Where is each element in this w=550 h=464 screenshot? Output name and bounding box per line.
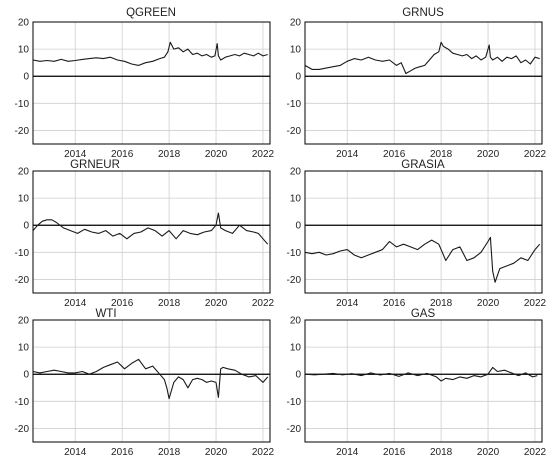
y-tick-label: -20 xyxy=(287,275,302,286)
panel-title-grasia: GRASIA xyxy=(401,159,445,171)
x-tick-label: 2016 xyxy=(111,298,134,309)
x-tick-label: 2014 xyxy=(64,149,87,160)
series-line xyxy=(32,212,269,245)
series-line xyxy=(304,236,541,283)
y-tick-label: 0 xyxy=(295,370,301,381)
x-tick-label: 2016 xyxy=(111,149,134,160)
y-tick-label: -10 xyxy=(287,397,302,408)
x-tick-label: 2020 xyxy=(477,298,500,309)
x-tick-label: 2022 xyxy=(252,298,275,309)
series-line xyxy=(304,41,540,75)
y-tick-label: 10 xyxy=(290,45,302,56)
y-tick-label: 10 xyxy=(290,194,302,205)
x-tick-label: 2014 xyxy=(336,149,359,160)
x-tick-label: 2022 xyxy=(252,447,275,458)
y-tick-label: 20 xyxy=(18,18,30,29)
x-tick-label: 2022 xyxy=(524,447,547,458)
panel-wti: WTI 20 10 0 -10 -20 2014 2016 2018 2020 2022 xyxy=(15,308,275,458)
plot-frame xyxy=(304,21,543,145)
y-tick-label: -20 xyxy=(15,126,30,137)
x-tick-label: 2020 xyxy=(477,447,500,458)
panel-title-qgreen: QGREEN xyxy=(126,7,176,19)
x-tick-label: 2014 xyxy=(336,298,359,309)
x-tick-label: 2018 xyxy=(430,447,453,458)
x-tick-label: 2016 xyxy=(111,447,134,458)
x-tick-label: 2016 xyxy=(383,447,406,458)
plot-frame xyxy=(32,319,271,443)
y-tick-label: 20 xyxy=(18,167,30,178)
y-tick-label: 0 xyxy=(23,221,29,232)
x-tick-label: 2016 xyxy=(383,298,406,309)
x-tick-label: 2020 xyxy=(205,447,228,458)
x-tick-label: 2018 xyxy=(430,298,453,309)
x-tick-label: 2018 xyxy=(158,298,181,309)
y-tick-label: -10 xyxy=(15,397,30,408)
panel-title-gas: GAS xyxy=(411,308,436,320)
y-tick-label: 0 xyxy=(295,221,301,232)
panel-gas: GAS 20 10 0 -10 -20 2014 2016 2018 2020 2022 xyxy=(287,308,547,458)
y-tick-label: -20 xyxy=(15,424,30,435)
panel-qgreen: QGREEN 20 10 0 -10 -20 2014 2016 2018 2020 2022 xyxy=(15,7,275,160)
plot-frame xyxy=(304,170,543,294)
x-tick-label: 2018 xyxy=(430,149,453,160)
series-line xyxy=(32,358,269,400)
plot-frame xyxy=(32,170,271,294)
y-tick-label: -20 xyxy=(15,275,30,286)
y-tick-label: 10 xyxy=(18,45,30,56)
x-tick-label: 2014 xyxy=(64,298,87,309)
y-tick-label: 0 xyxy=(295,72,301,83)
series-line xyxy=(304,366,538,382)
panel-title-grnus: GRNUS xyxy=(402,7,444,19)
panel-grneur: GRNEUR 20 10 0 -10 -20 2014 2016 2018 2020 2022 xyxy=(15,159,275,309)
panel-title-grneur: GRNEUR xyxy=(70,159,120,171)
panel-grasia: GRASIA 20 10 0 -10 -20 2014 2016 2018 2020 2022 xyxy=(287,159,547,309)
y-tick-label: -10 xyxy=(287,99,302,110)
plot-frame xyxy=(32,21,271,145)
x-tick-label: 2016 xyxy=(383,149,406,160)
x-tick-label: 2014 xyxy=(336,447,359,458)
x-tick-label: 2018 xyxy=(158,447,181,458)
y-tick-label: -10 xyxy=(15,99,30,110)
x-tick-label: 2020 xyxy=(205,149,228,160)
panel-grnus: GRNUS 20 10 0 -10 -20 2014 2016 2018 2020 2022 xyxy=(287,7,547,160)
panel-title-wti: WTI xyxy=(95,308,116,320)
y-tick-label: -10 xyxy=(287,248,302,259)
y-tick-label: -20 xyxy=(287,126,302,137)
y-tick-label: 10 xyxy=(18,194,30,205)
series-line xyxy=(32,41,268,66)
x-tick-label: 2020 xyxy=(205,298,228,309)
x-tick-label: 2022 xyxy=(524,298,547,309)
y-tick-label: 20 xyxy=(18,316,30,327)
y-tick-label: 10 xyxy=(18,343,30,354)
y-tick-label: 20 xyxy=(290,167,302,178)
y-tick-label: 10 xyxy=(290,343,302,354)
y-tick-label: 0 xyxy=(23,72,29,83)
y-tick-label: -20 xyxy=(287,424,302,435)
x-tick-label: 2014 xyxy=(64,447,87,458)
x-tick-label: 2022 xyxy=(524,149,547,160)
x-tick-label: 2020 xyxy=(477,149,500,160)
y-tick-label: 20 xyxy=(290,316,302,327)
y-tick-label: 20 xyxy=(290,18,302,29)
y-tick-label: 0 xyxy=(23,370,29,381)
x-tick-label: 2022 xyxy=(252,149,275,160)
y-tick-label: -10 xyxy=(15,248,30,259)
plot-frame xyxy=(304,319,543,443)
x-tick-label: 2018 xyxy=(158,149,181,160)
